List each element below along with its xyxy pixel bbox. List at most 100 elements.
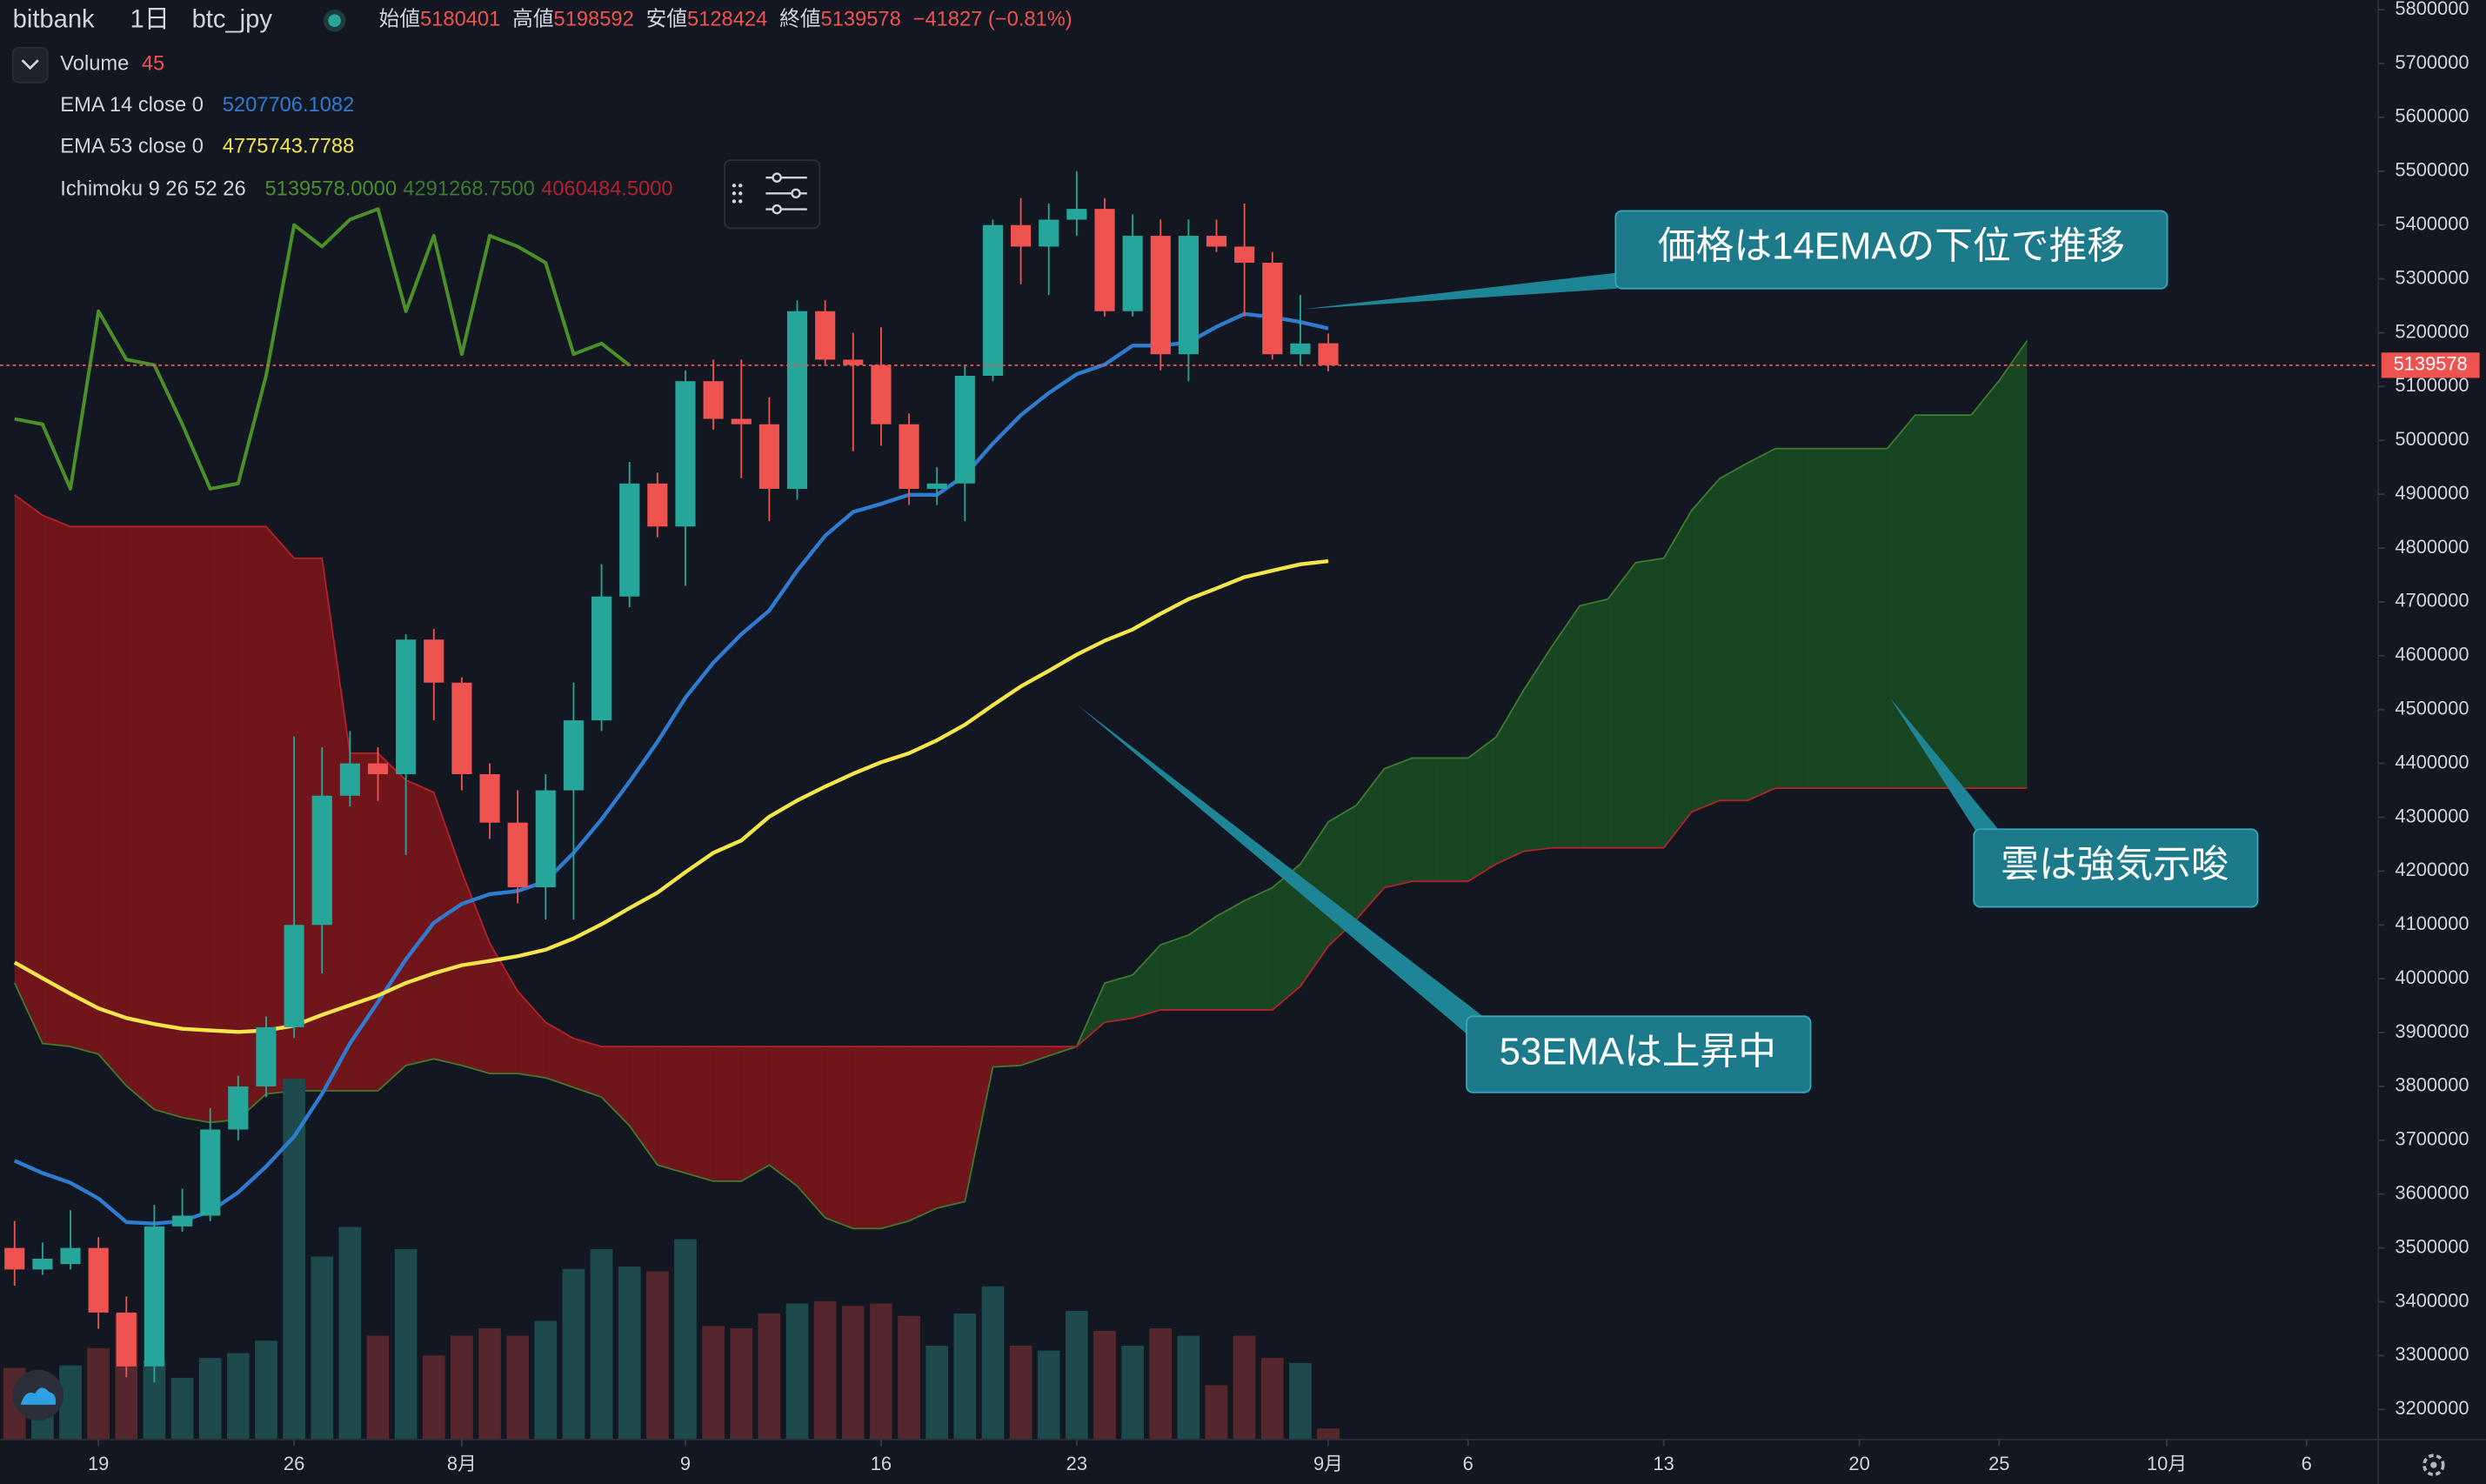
volume-bar [1009,1345,1032,1440]
volume-bar [422,1355,445,1440]
volume-bar [870,1303,892,1440]
y-tick-label: 5000000 [2395,428,2469,450]
y-tick-label: 3400000 [2395,1289,2469,1311]
y-tick-label: 4600000 [2395,644,2469,665]
cloud-segment [1775,448,1804,789]
volume-bar [1317,1428,1340,1440]
candle-body [1318,343,1339,365]
volume-bar [451,1335,473,1440]
cloud-segment [1803,448,1832,789]
candle-body [451,682,472,774]
cloud-segment [322,558,351,1091]
last-price-badge [2381,352,2480,378]
collapse-button[interactable] [11,46,49,84]
legend: bitbank 1日 btc_jpy 始値5180401 高値5198592 安… [11,5,1073,230]
volume-bar [590,1249,613,1440]
volume-bar [1093,1330,1116,1440]
volume-bar [1065,1311,1088,1440]
x-tick-label: 16 [871,1453,892,1474]
settings-gear[interactable] [2423,1454,2445,1476]
cloud-segment [1020,1046,1049,1066]
x-tick-label: 19 [88,1453,109,1474]
volume-bar [645,1271,669,1440]
candle-body [899,424,919,489]
volume-bar [283,1078,305,1440]
volume-bar [981,1286,1005,1440]
cloud-segment [852,1046,881,1229]
cloud-segment [769,1046,798,1187]
symbol: btc_jpy [192,5,273,33]
ema53-legend: EMA 53 close 0 4775743.7788 [60,136,354,158]
drag-handle[interactable] [732,184,743,204]
x-tick-label: 26 [284,1453,304,1474]
cloud-segment [1244,887,1273,1011]
y-tick-label: 5800000 [2395,0,2469,19]
y-tick-label: 3900000 [2395,1020,2469,1042]
cloud-segment [1412,758,1440,882]
annotation-text: 雲は強気示唆 [2001,844,2229,886]
cloud-segment [461,872,491,1074]
span-a-line [13,340,2028,1230]
cloud-segment [182,526,211,1123]
candle-body [396,639,417,774]
x-tick-label: 9 [680,1453,691,1474]
cloud-segment [657,1046,685,1173]
cloud-segment [1635,558,1664,848]
volume-bar [366,1335,390,1440]
candle-body [4,1247,25,1270]
candle-body [200,1129,221,1216]
plot-area [0,170,2379,1440]
y-tick-label: 4200000 [2395,859,2469,880]
volume-bar [758,1313,781,1440]
cloud-segment [1495,689,1524,865]
cloud-segment [490,943,518,1074]
candle-body [954,375,975,484]
low-label: 安値 [646,8,687,31]
logo-icon [20,1387,57,1405]
candle-body [675,381,696,527]
cloud-segment [405,779,434,1066]
cloud-segment [685,1046,714,1181]
candle-body [256,1026,277,1086]
cloud-segment [42,515,71,1047]
volume-legend: Volume 45 [60,53,164,76]
cloud-segment [126,526,155,1110]
settings-gear-center [2430,1461,2437,1468]
cloud-segment [1748,448,1776,801]
ohlc-readout: 始値5180401 高値5198592 安値5128424 終値5139578 … [379,8,1073,31]
volume-bar [255,1340,277,1440]
y-tick-label: 4700000 [2395,590,2469,612]
x-tick-label: 6 [1463,1453,1474,1474]
interval: 1日 [130,5,170,33]
axes: 5139578 3200000 3300000 3400000 3500000 36000… [88,0,2480,1474]
high-label: 高値 [512,8,553,31]
candle-body [1206,236,1227,247]
status-dot [328,14,341,27]
close-value: 5139578 [821,9,901,31]
cloud-segment [1999,340,2028,789]
cloud-segment [1580,598,1608,848]
candle-body [786,311,808,489]
y-tick-label: 3200000 [2395,1397,2469,1419]
cloud-segment [378,752,406,1091]
cloud-segment [1971,380,2000,789]
volume-bar [226,1353,250,1440]
cloud-segment [350,752,378,1091]
y-tick-label: 5700000 [2395,51,2469,73]
candle-body [619,483,640,597]
y-tick-label: 5300000 [2395,266,2469,288]
annotation-text: 価格は14EMAの下位で推移 [1658,225,2125,268]
span-b-readout: 4060484.5000 [541,178,673,201]
volume-bar [1260,1358,1284,1440]
span-a-readout: 4291268.7500 [403,178,535,201]
cloud-segment [880,1046,910,1229]
y-tick-label: 3600000 [2395,1182,2469,1204]
candle-body [1094,209,1115,311]
annotation-box [1466,1015,1812,1093]
cloud-segment [1272,864,1300,1011]
candle-body [591,596,612,721]
candle-body [88,1247,109,1313]
cloud-segment [518,991,546,1079]
volume-bar [1177,1335,1200,1440]
